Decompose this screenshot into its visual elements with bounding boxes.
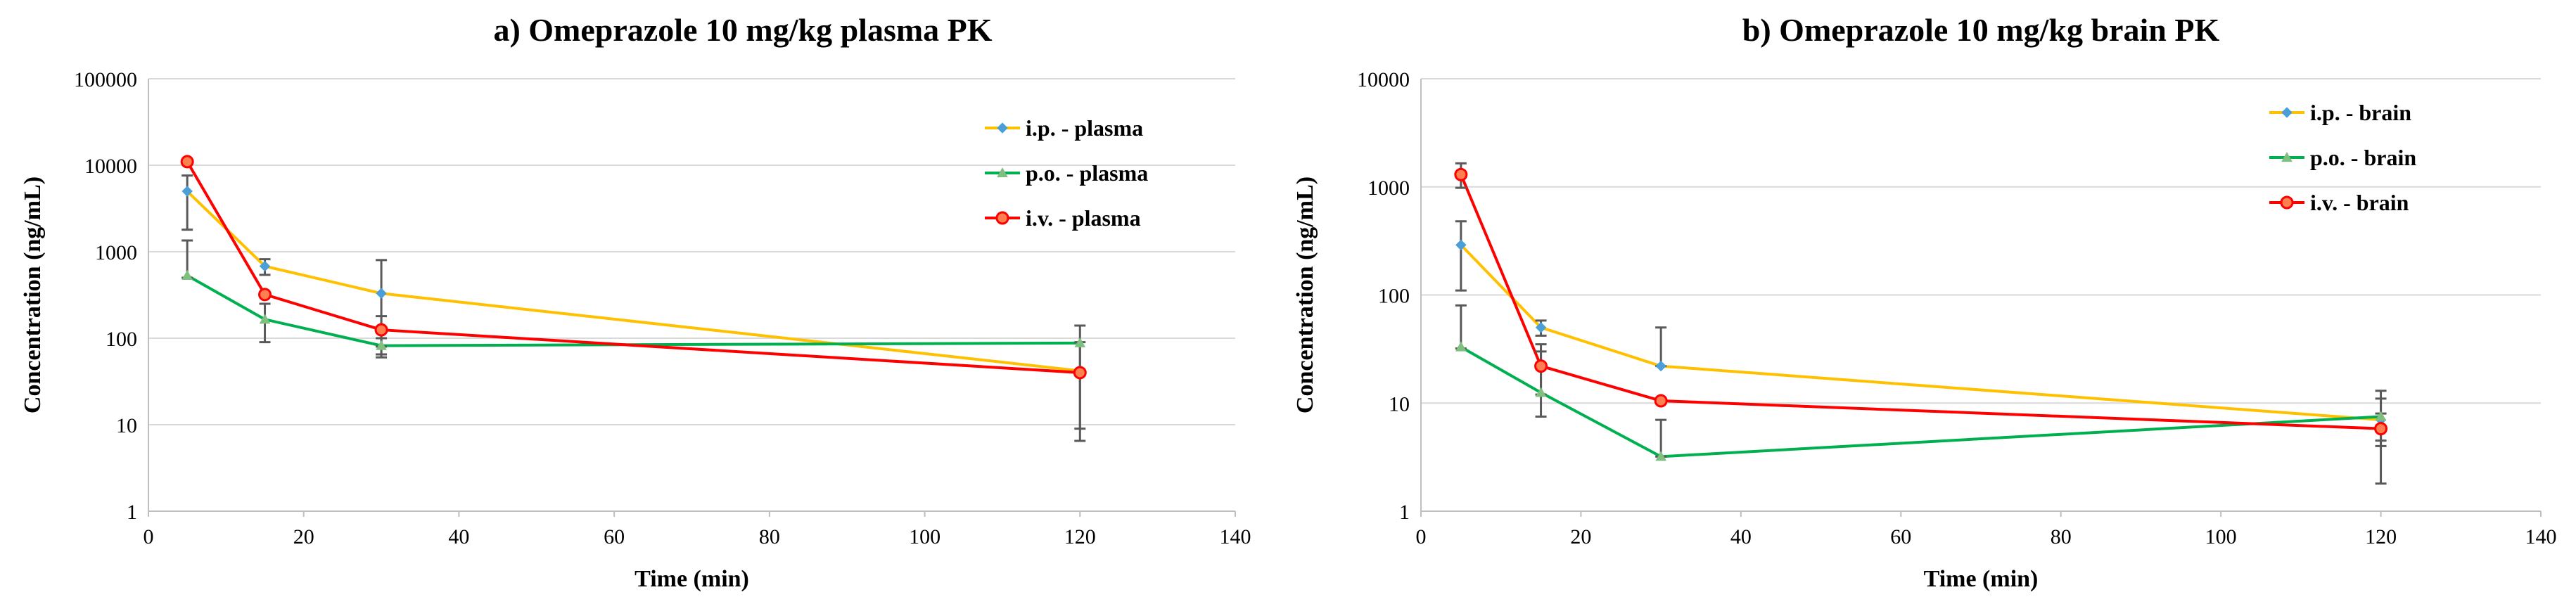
data-point [376, 340, 387, 350]
y-tick-label: 100 [1378, 285, 1410, 308]
y-tick-label: 10 [116, 414, 137, 437]
x-tick-label: 80 [759, 525, 780, 548]
x-tick-label: 100 [909, 525, 941, 548]
x-tick-label: 40 [1730, 525, 1752, 548]
x-tick-label: 140 [1220, 525, 1251, 548]
data-point [1535, 322, 1547, 333]
y-tick-label: 100000 [74, 68, 137, 91]
x-tick-label: 20 [1570, 525, 1591, 548]
data-point [376, 288, 387, 299]
x-tick-label: 40 [448, 525, 469, 548]
series-line [186, 274, 1080, 347]
y-tick-label: 10000 [84, 155, 137, 178]
legend-label: p.o. - brain [2310, 145, 2416, 170]
data-point [2375, 411, 2387, 421]
data-point [1535, 387, 1547, 397]
legend-label: i.v. - plasma [1026, 205, 1141, 231]
legend-label: i.p. - plasma [1026, 115, 1143, 141]
y-axis-label: Concentration (ng/mL) [20, 176, 46, 413]
x-tick-label: 60 [604, 525, 625, 548]
y-axis-label: Concentration (ng/mL) [1292, 176, 1318, 413]
x-tick-label: 120 [1064, 525, 1096, 548]
legend-label: i.v. - brain [2310, 190, 2409, 215]
y-tick-label: 1000 [95, 241, 137, 264]
x-tick-label: 80 [2051, 525, 2072, 548]
y-tick-label: 1 [127, 501, 137, 524]
series-line [1460, 244, 2381, 422]
x-tick-label: 60 [1890, 525, 1911, 548]
data-point [374, 323, 388, 337]
legend-label: i.p. - brain [2310, 100, 2411, 125]
data-point [259, 260, 271, 272]
series-line [186, 160, 1080, 374]
legend-label: p.o. - plasma [1026, 160, 1148, 186]
series-line [1460, 174, 2381, 430]
data-point [1455, 341, 1467, 352]
data-point [1074, 337, 1086, 347]
x-tick-label: 0 [1416, 525, 1427, 548]
legend-marker [997, 122, 1008, 134]
chart-title: a) Omeprazole 10 mg/kg plasma PK [493, 12, 992, 48]
data-point [180, 155, 194, 169]
y-tick-label: 10 [1389, 392, 1410, 416]
y-tick-label: 10000 [1357, 68, 1410, 91]
data-point [181, 186, 193, 197]
data-point [1655, 360, 1666, 372]
panel-plasma: a) Omeprazole 10 mg/kg plasma PK Time (m… [20, 12, 1251, 592]
legend-marker [2280, 195, 2294, 210]
x-tick-label: 20 [293, 525, 314, 548]
legend-marker [2281, 151, 2293, 162]
data-point [1073, 366, 1087, 380]
panel-brain: b) Omeprazole 10 mg/kg brain PK Time (mi… [1292, 12, 2557, 592]
y-tick-label: 1000 [1367, 176, 1410, 200]
series-line [1460, 345, 2381, 458]
data-point [2374, 422, 2388, 436]
legend-marker [2281, 107, 2293, 118]
data-point [1534, 359, 1548, 373]
y-tick-label: 1 [1399, 501, 1410, 524]
data-point [1455, 239, 1467, 251]
x-axis-label: Time (min) [635, 566, 749, 592]
data-point [1454, 167, 1468, 181]
data-point [181, 269, 193, 281]
data-point [1654, 394, 1668, 408]
chart-title: b) Omeprazole 10 mg/kg brain PK [1742, 12, 2220, 48]
x-tick-label: 140 [2525, 525, 2557, 548]
x-tick-label: 120 [2365, 525, 2397, 548]
x-tick-label: 100 [2205, 525, 2237, 548]
legend-marker [997, 167, 1008, 178]
y-tick-label: 100 [106, 328, 137, 351]
legend-marker [995, 211, 1009, 225]
x-tick-label: 0 [144, 525, 154, 548]
data-point [1655, 451, 1666, 461]
data-point [258, 288, 272, 302]
data-point [259, 314, 271, 324]
x-axis-label: Time (min) [1924, 566, 2039, 592]
